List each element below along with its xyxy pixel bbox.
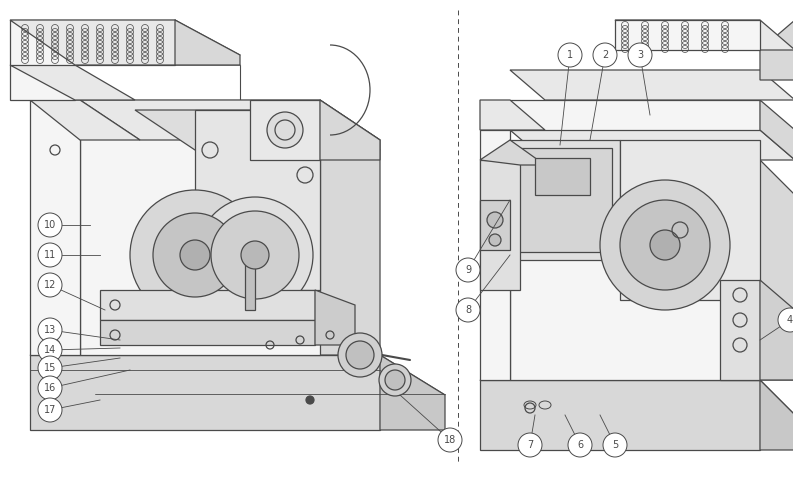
Polygon shape — [510, 160, 760, 380]
Circle shape — [568, 433, 592, 457]
Circle shape — [211, 211, 299, 299]
Circle shape — [38, 338, 62, 362]
Circle shape — [456, 258, 480, 282]
Circle shape — [153, 213, 237, 297]
Polygon shape — [518, 148, 612, 252]
Circle shape — [620, 200, 710, 290]
Circle shape — [628, 43, 652, 67]
Polygon shape — [100, 290, 315, 320]
Polygon shape — [760, 20, 793, 80]
Text: 15: 15 — [44, 363, 56, 373]
Polygon shape — [250, 100, 320, 160]
Circle shape — [38, 213, 62, 237]
Polygon shape — [720, 280, 760, 380]
Text: 12: 12 — [44, 280, 56, 290]
Text: 9: 9 — [465, 265, 471, 275]
Circle shape — [438, 428, 462, 452]
Circle shape — [379, 364, 411, 396]
Polygon shape — [615, 20, 793, 50]
Polygon shape — [760, 100, 793, 160]
Polygon shape — [480, 130, 510, 380]
Text: 11: 11 — [44, 250, 56, 260]
Polygon shape — [30, 355, 380, 430]
Circle shape — [346, 341, 374, 369]
Polygon shape — [510, 130, 793, 160]
Circle shape — [778, 308, 793, 332]
Circle shape — [306, 396, 314, 404]
Polygon shape — [10, 65, 75, 100]
Text: 16: 16 — [44, 383, 56, 393]
Polygon shape — [30, 100, 140, 140]
Circle shape — [38, 356, 62, 380]
Text: 3: 3 — [637, 50, 643, 60]
Polygon shape — [760, 280, 793, 380]
Polygon shape — [10, 65, 135, 100]
Text: 6: 6 — [577, 440, 583, 450]
Circle shape — [456, 298, 480, 322]
Polygon shape — [510, 70, 793, 100]
Polygon shape — [30, 355, 445, 395]
Polygon shape — [620, 140, 760, 300]
Polygon shape — [510, 100, 760, 130]
Circle shape — [518, 433, 542, 457]
Circle shape — [267, 112, 303, 148]
Text: 18: 18 — [444, 435, 456, 445]
Circle shape — [487, 212, 503, 228]
Polygon shape — [760, 160, 793, 380]
Polygon shape — [480, 140, 545, 165]
Polygon shape — [380, 355, 445, 430]
Text: 17: 17 — [44, 405, 56, 415]
Circle shape — [180, 240, 210, 270]
Polygon shape — [315, 290, 355, 345]
Polygon shape — [480, 160, 520, 290]
Circle shape — [241, 241, 269, 269]
Circle shape — [38, 398, 62, 422]
Circle shape — [650, 230, 680, 260]
Text: 1: 1 — [567, 50, 573, 60]
Polygon shape — [510, 140, 620, 260]
Polygon shape — [10, 20, 175, 65]
Circle shape — [385, 370, 405, 390]
Text: 10: 10 — [44, 220, 56, 230]
Circle shape — [593, 43, 617, 67]
Circle shape — [338, 333, 382, 377]
Circle shape — [38, 376, 62, 400]
Polygon shape — [30, 100, 80, 355]
Polygon shape — [320, 100, 380, 355]
Circle shape — [558, 43, 582, 67]
Text: 7: 7 — [527, 440, 533, 450]
Polygon shape — [535, 158, 590, 195]
Circle shape — [38, 243, 62, 267]
Circle shape — [600, 180, 730, 310]
Text: 13: 13 — [44, 325, 56, 335]
Polygon shape — [100, 320, 315, 345]
Text: 8: 8 — [465, 305, 471, 315]
Circle shape — [197, 197, 313, 313]
Polygon shape — [10, 20, 240, 65]
Polygon shape — [320, 100, 380, 160]
Polygon shape — [195, 110, 320, 290]
Circle shape — [130, 190, 260, 320]
Polygon shape — [480, 200, 510, 250]
Polygon shape — [135, 110, 380, 150]
Polygon shape — [480, 100, 545, 130]
Text: 14: 14 — [44, 345, 56, 355]
Circle shape — [38, 273, 62, 297]
Circle shape — [38, 318, 62, 342]
Circle shape — [489, 234, 501, 246]
Text: 5: 5 — [612, 440, 618, 450]
Text: 2: 2 — [602, 50, 608, 60]
Polygon shape — [80, 100, 320, 355]
Polygon shape — [175, 20, 240, 65]
Polygon shape — [760, 380, 793, 450]
Polygon shape — [480, 380, 793, 415]
Text: 4: 4 — [787, 315, 793, 325]
Polygon shape — [245, 250, 255, 310]
Polygon shape — [615, 20, 760, 50]
Circle shape — [603, 433, 627, 457]
Polygon shape — [80, 100, 380, 140]
Polygon shape — [480, 380, 760, 450]
